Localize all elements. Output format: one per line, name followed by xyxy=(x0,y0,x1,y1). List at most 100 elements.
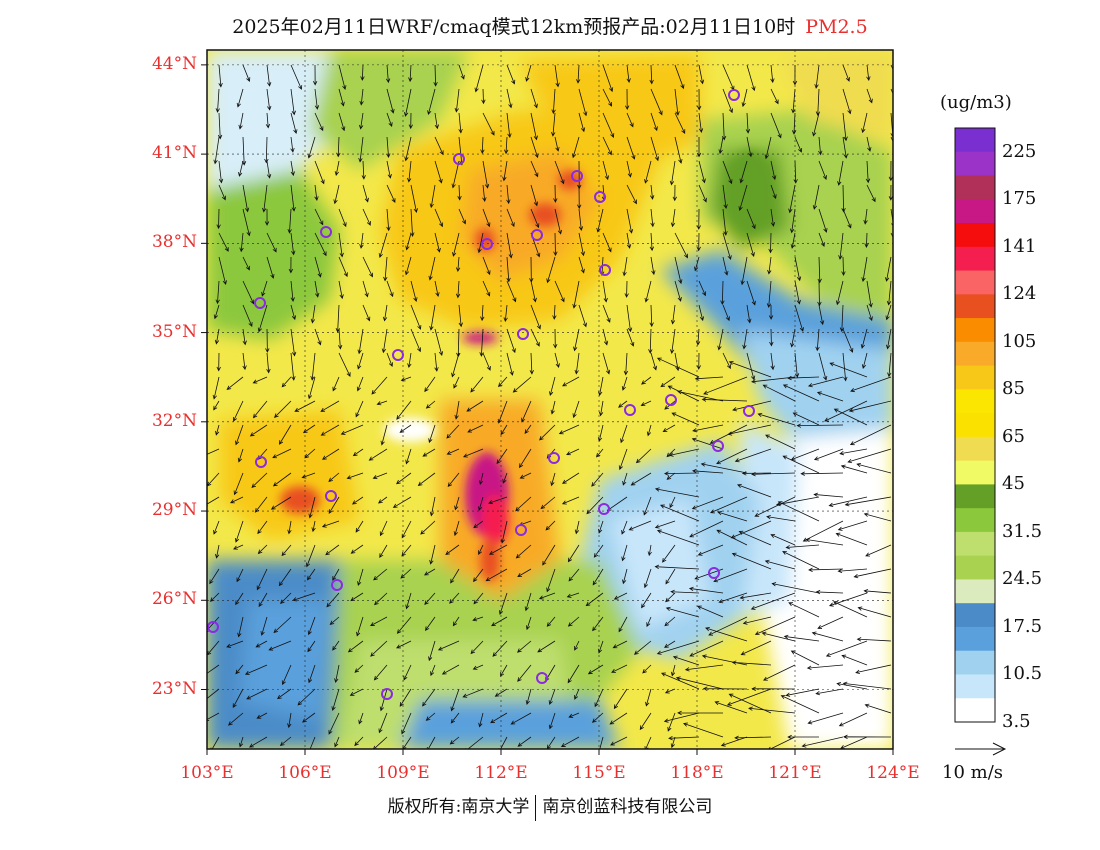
wind-arrow xyxy=(232,688,244,709)
wind-arrow xyxy=(818,352,828,381)
city-marker xyxy=(594,191,606,203)
wind-arrow xyxy=(264,208,270,226)
wind-arrow xyxy=(665,606,700,618)
wind-arrow xyxy=(264,136,269,164)
city-marker xyxy=(548,452,560,464)
legend-label: 225 xyxy=(1002,140,1037,162)
wind-arrow xyxy=(496,448,508,465)
wind-arrow xyxy=(865,544,892,557)
wind-arrow xyxy=(309,736,316,749)
wind-arrow xyxy=(502,160,508,182)
wind-arrow xyxy=(644,280,652,303)
wind-arrow xyxy=(764,136,772,160)
wind-arrow xyxy=(314,208,324,226)
wind-arrow xyxy=(371,376,388,395)
wind-arrow xyxy=(770,352,775,371)
lon-label: 115°E xyxy=(572,763,626,783)
wind-arrow xyxy=(727,424,772,436)
wind-arrow xyxy=(602,64,614,93)
wind-arrow xyxy=(728,360,772,378)
wind-arrow xyxy=(849,424,892,446)
wind-arrow xyxy=(321,520,340,528)
wind-arrow xyxy=(207,448,220,455)
wind-arrow xyxy=(355,520,364,533)
wind-arrow xyxy=(338,256,348,278)
wind-arrow xyxy=(828,592,868,607)
wind-arrow xyxy=(500,520,508,544)
legend-swatch xyxy=(955,531,995,557)
wind-arrow xyxy=(515,544,532,559)
wind-arrow xyxy=(664,616,676,627)
wind-arrow xyxy=(408,64,413,83)
city-marker xyxy=(708,567,720,579)
wind-arrow xyxy=(746,136,753,158)
wind-arrow xyxy=(856,637,892,642)
wind-arrow xyxy=(787,734,820,740)
axis-ticks xyxy=(201,64,894,755)
wind-arrow xyxy=(506,112,512,139)
wind-arrow xyxy=(861,256,868,283)
wind-arrow xyxy=(801,736,844,748)
wind-arrow xyxy=(451,352,460,378)
wind-arrow xyxy=(281,376,292,388)
wind-arrow xyxy=(818,208,828,233)
wind-arrow xyxy=(696,605,724,618)
wind-arrow xyxy=(602,280,608,303)
wind-arrow xyxy=(304,448,316,459)
wind-arrow xyxy=(885,304,892,321)
wind-arrow xyxy=(866,184,876,203)
wind-arrow xyxy=(630,472,652,486)
wind-arrow xyxy=(312,64,318,86)
wind-arrow xyxy=(218,232,229,252)
wind-arrow xyxy=(791,88,796,114)
wind-arrow xyxy=(578,208,584,231)
wind-arrow xyxy=(399,424,412,433)
wind-arrow xyxy=(754,616,796,636)
wind-arrow xyxy=(242,352,247,371)
wind-arrow xyxy=(362,280,369,298)
wind-arrow xyxy=(621,520,628,535)
legend-label: 105 xyxy=(1002,330,1037,352)
wind-arrow xyxy=(326,592,340,608)
wind-arrow xyxy=(697,544,724,556)
wind-arrow xyxy=(401,712,412,735)
wind-arrow xyxy=(466,400,484,412)
wind-arrow xyxy=(450,688,460,712)
wind-arrow xyxy=(338,112,346,132)
wind-arrow xyxy=(290,88,296,116)
wind-arrow xyxy=(497,400,508,424)
lat-label: 26°N xyxy=(151,589,197,610)
wind-arrow xyxy=(746,208,756,230)
legend-label: 10.5 xyxy=(1002,663,1043,685)
wind-arrow xyxy=(548,688,556,705)
title-main: 2025年02月11日WRF/cmaq模式12km预报产品:02月11日10时 xyxy=(232,16,796,38)
wind-arrow xyxy=(675,676,724,690)
wind-arrow xyxy=(741,88,748,108)
wind-arrow xyxy=(328,496,340,514)
legend-swatch xyxy=(955,460,995,485)
wind-arrow xyxy=(215,88,220,113)
wind-arrow xyxy=(771,582,820,594)
wind-arrow xyxy=(722,352,731,370)
wind-arrow xyxy=(705,626,748,642)
wind-arrow xyxy=(842,88,852,115)
wind-arrow xyxy=(698,184,707,203)
wind-arrow xyxy=(386,112,393,128)
wind-arrow xyxy=(506,64,516,85)
wind-arrow xyxy=(258,592,268,608)
wind-arrow xyxy=(530,304,541,330)
wind-arrow xyxy=(314,112,324,132)
wind-arrow xyxy=(356,616,364,637)
wind-arrow xyxy=(470,376,484,393)
wind-arrow xyxy=(574,520,580,535)
wind-arrow xyxy=(722,232,732,261)
wind-arrow xyxy=(562,376,580,387)
wind-arrow xyxy=(591,712,604,723)
legend-swatch xyxy=(955,365,995,390)
wind-arrow xyxy=(837,160,844,186)
wind-arrow xyxy=(400,376,412,382)
wind-arrow xyxy=(842,328,854,353)
wind-arrow xyxy=(626,160,632,178)
wind-arrow xyxy=(813,448,844,461)
wind-arrow xyxy=(376,400,388,406)
